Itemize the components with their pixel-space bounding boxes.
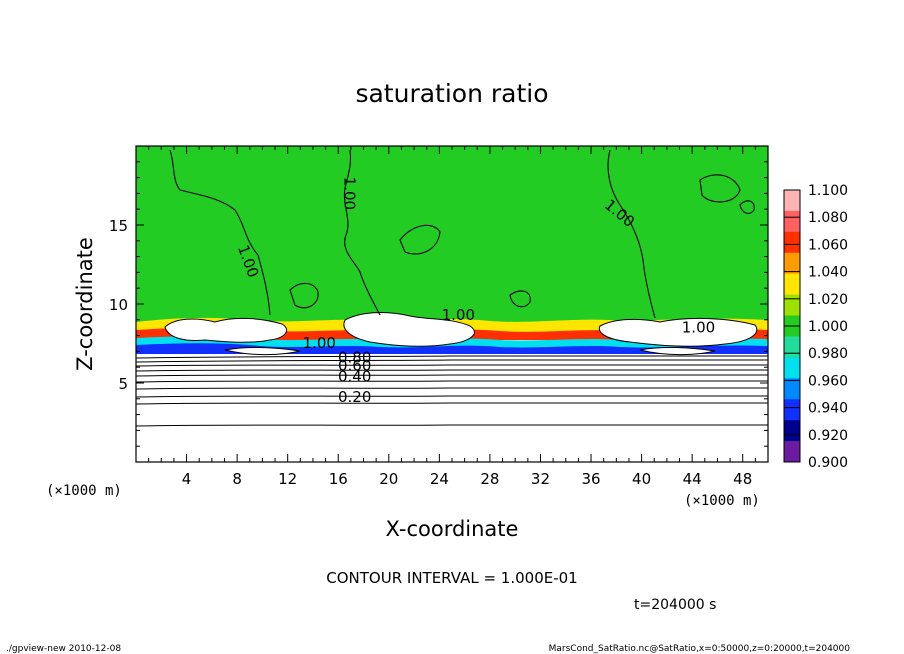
contour-0-85 [135,359,769,363]
contour-0-10 [135,424,769,427]
time-label: t=204000 s [634,597,716,613]
contour-0-80 [135,364,769,367]
y-tick-label-2: 15 [109,217,128,235]
x-unit-left: (×1000 m) [46,483,122,499]
colorbar-label-8: 0.940 [808,401,848,417]
contour-1-00-h [739,200,755,214]
colorbar-label-3: 1.040 [808,265,848,281]
x-tick-label-1: 8 [232,470,242,488]
contour-0-60 [135,374,769,377]
footer-right: MarsCond_SatRatio.nc@SatRatio,x=0:50000,… [549,644,851,654]
x-tick-label-2: 12 [278,470,297,488]
colorbar-label-7: 0.960 [808,373,848,389]
contour-1-00-f [699,174,741,203]
contour-interval-note: CONTOUR INTERVAL = 1.000E-01 [326,569,577,587]
x-unit-right: (×1000 m) [684,493,760,509]
colorbar-label-6: 0.980 [808,346,848,362]
contour-1-00-a [169,149,271,316]
colorbar-swatch-5 [784,294,800,317]
contour-label-0: 1.00 [341,177,359,210]
colorbar-label-2: 1.060 [808,237,848,253]
white-patch-4 [224,346,301,356]
contour-1-00-c [607,149,656,319]
contour-label-5: 1.00 [303,334,336,352]
chart-title: saturation ratio [355,79,548,108]
contour-0-70 [135,369,769,372]
x-tick-label-9: 40 [632,470,651,488]
contour-0-90 [135,355,769,359]
contour-0-20 [135,402,769,405]
white-patch-5 [639,346,716,356]
x-tick-label-7: 32 [531,470,550,488]
contour-1-00-g [509,290,531,308]
colorbar-label-5: 1.000 [808,319,848,335]
contour-0-30 [135,395,769,398]
contour-1-00-d [289,282,319,309]
contour-lines-lower [135,355,769,427]
y-tick-label-0: 5 [118,375,128,393]
white-patch-1 [164,317,288,343]
plot-area: 1.001.001.001.001.001.000.800.600.400.20… [109,145,769,488]
white-patch-3 [598,317,758,347]
colorbar-label-10: 0.900 [808,455,848,471]
colorbar-swatch-10 [784,399,800,421]
colorbar-label-9: 0.920 [808,428,848,444]
colorbar-swatch-2 [784,231,800,254]
colorbar-swatch-3 [784,252,800,275]
x-tick-label-10: 44 [683,470,702,488]
x-tick-label-5: 24 [430,470,449,488]
contour-lines-upper [169,149,755,319]
colorbar-label-4: 1.020 [808,292,848,308]
colorbar: 1.100 1.080 1.060 1.040 1.020 1.000 0.980 0.960… [783,183,848,471]
colorbar-swatch-12 [784,441,800,463]
contour-label-4: 1.00 [682,318,715,336]
saturated-region-fill [136,146,768,331]
contour-label-3: 1.00 [442,306,475,324]
contour-0-50 [135,380,769,383]
contour-1-00-b [343,149,381,316]
colorbar-swatch-8 [784,357,800,379]
contour-label-7: 0.60 [338,356,371,374]
contour-1-00-e [399,224,441,255]
colorbar-swatch-7 [784,336,800,358]
contour-label-6: 0.80 [338,348,371,366]
contour-label-8: 0.40 [338,367,371,385]
colorbar-swatch-11 [784,420,800,442]
x-axis-title: X-coordinate [386,517,519,541]
x-tick-label-8: 36 [581,470,600,488]
colorbar-swatch-9 [784,378,800,400]
boundary-band [136,312,768,356]
colorbar-swatch-0 [784,190,800,212]
contour-label-9: 0.20 [338,388,371,406]
y-axis-title: Z-coordinate [73,237,97,371]
x-tick-label-0: 4 [182,470,192,488]
x-tick-label-6: 28 [480,470,499,488]
colorbar-swatch-1 [784,210,800,233]
colorbar-label-0: 1.100 [808,183,848,199]
x-tick-label-4: 20 [379,470,398,488]
x-tick-label-3: 16 [329,470,348,488]
x-tick-label-11: 48 [733,470,752,488]
footer-left: ./gpview-new 2010-12-08 [6,644,121,654]
colorbar-label-1: 1.080 [808,210,848,226]
y-tick-label-1: 10 [109,296,128,314]
contour-0-40 [135,387,769,390]
colorbar-swatch-4 [784,273,800,296]
white-patch-2 [343,312,475,347]
